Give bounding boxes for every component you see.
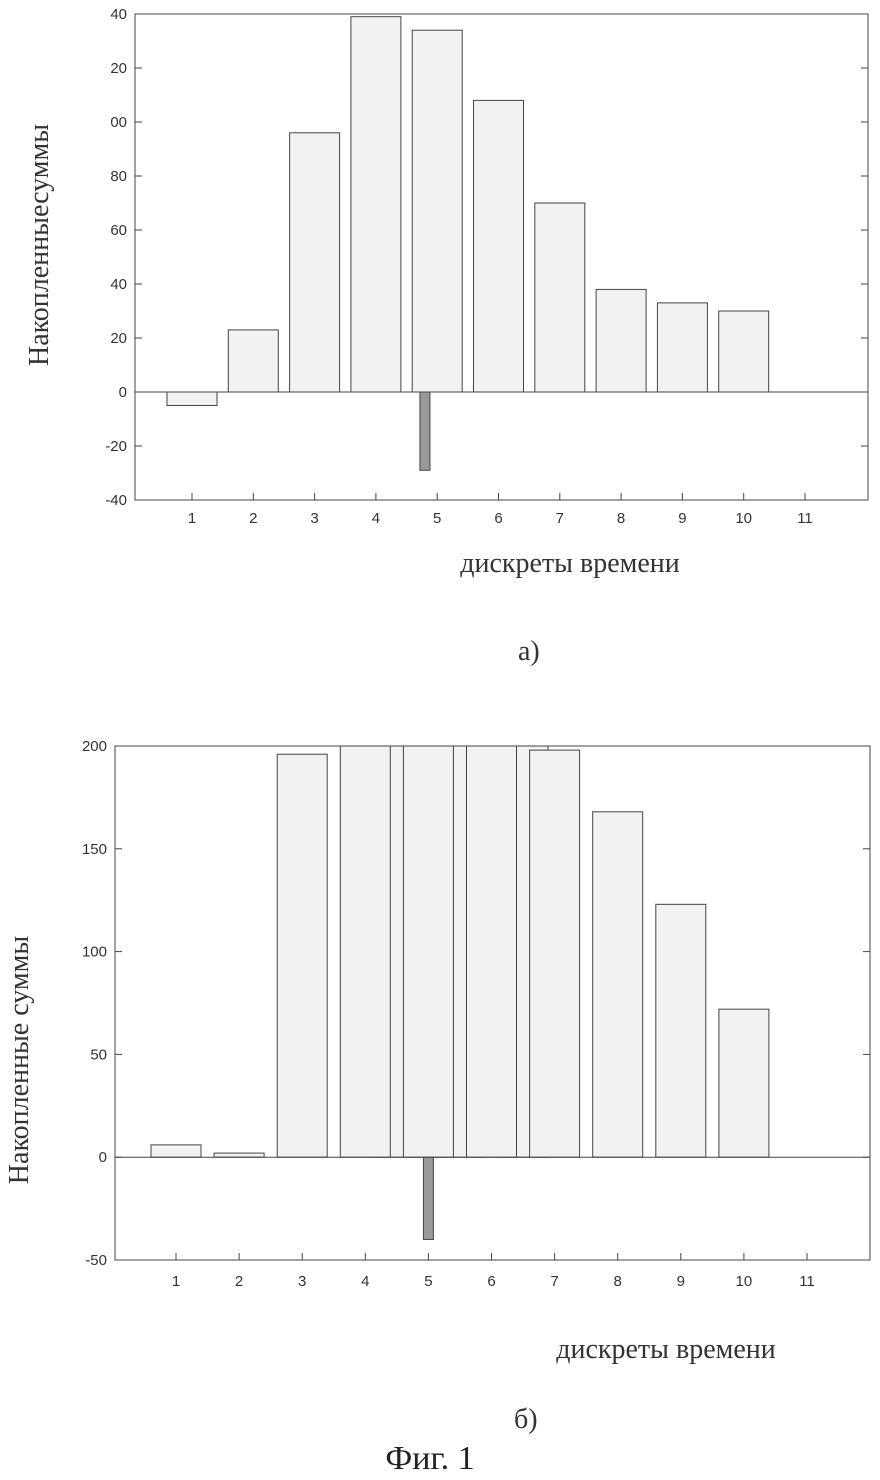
chart-b-x-tick-label: 3 [298, 1273, 306, 1290]
chart-b-bar-1 [151, 1145, 201, 1157]
chart-a-bar-3 [290, 133, 340, 392]
chart-b-x-tick-label: 5 [424, 1273, 432, 1290]
chart-a-bar-6 [474, 100, 524, 392]
chart-a-x-tick-label: 3 [310, 510, 318, 527]
chart-b-x-tick-label: 7 [550, 1273, 558, 1290]
chart-a-bar-8 [596, 289, 646, 392]
chart-a-x-tick-label: 6 [494, 510, 502, 527]
chart-a-bar-2 [228, 330, 278, 392]
chart-a-y-tick-label: 60 [110, 222, 127, 239]
chart-a-x-tick-label: 1 [188, 510, 196, 527]
chart-a-x-tick-label: 8 [617, 510, 625, 527]
chart-a-bar-4 [351, 17, 401, 392]
chart-b-bar-3 [277, 754, 327, 1157]
chart-a-y-tick-label: 20 [110, 330, 127, 347]
figure-caption: Фиг. 1 [0, 1440, 860, 1478]
chart-a-x-tick-label: 5 [433, 510, 441, 527]
chart-b-y-tick-label: 100 [82, 944, 107, 961]
chart-a: -40 -20 0 20 40 60 80 00 20 40 1 2 3 4 5 6 7 8 9 10 11 дискре… [0, 0, 880, 600]
chart-a-y-tick-label: -40 [105, 492, 127, 509]
chart-a-y-axis-title: Накопленныесуммы [24, 124, 55, 366]
chart-b-bar-2 [214, 1153, 264, 1157]
chart-a-marker-bar [420, 392, 430, 470]
chart-a-x-tick-label: 4 [372, 510, 380, 527]
chart-a-y-tick-label: 40 [110, 276, 127, 293]
chart-b-bar-6 [467, 746, 517, 1157]
chart-a-y-tick-label: 00 [110, 114, 127, 131]
chart-b: -50 0 50 100 150 200 1 2 3 4 5 6 7 8 9 10 11 дискреты вре… [0, 730, 880, 1390]
chart-b-bar-8 [593, 812, 643, 1157]
chart-b-bar-9 [656, 904, 706, 1157]
chart-b-x-tick-label: 4 [361, 1273, 369, 1290]
chart-b-y-tick-label: 150 [82, 841, 107, 858]
chart-b-x-tick-label: 9 [677, 1273, 685, 1290]
panel-label-a: а) [518, 636, 540, 668]
chart-b-y-tick-label: 0 [99, 1149, 107, 1166]
chart-a-y-tick-label: 80 [110, 168, 127, 185]
chart-a-x-tick-label: 9 [678, 510, 686, 527]
chart-b-x-axis-title: дискреты времени [556, 1334, 776, 1365]
chart-a-x-tick-label: 7 [556, 510, 564, 527]
chart-a-x-tick-label: 2 [249, 510, 257, 527]
chart-a-x-axis-title: дискреты времени [460, 548, 680, 579]
chart-a-y-tick-label: -20 [105, 438, 127, 455]
chart-b-y-tick-label: -50 [85, 1252, 107, 1269]
chart-a-y-tick-label: 20 [110, 60, 127, 77]
chart-b-y-tick-label: 50 [90, 1046, 107, 1063]
chart-a-bar-10 [719, 311, 769, 392]
panel-label-b: б) [514, 1404, 538, 1436]
chart-a-x-tick-label: 11 [797, 510, 813, 527]
chart-b-bar-10 [719, 1009, 769, 1157]
chart-b-y-axis-title: Накопленные суммы [4, 936, 35, 1185]
chart-a-bar-7 [535, 203, 585, 392]
chart-b-y-tick-label: 200 [82, 738, 107, 755]
chart-b-x-tick-label: 6 [487, 1273, 495, 1290]
chart-a-x-tick-label: 10 [735, 510, 752, 527]
chart-a-bar-1 [167, 392, 217, 406]
chart-b-x-tick-label: 1 [172, 1273, 180, 1290]
chart-a-y-tick-label: 40 [110, 6, 127, 23]
chart-b-x-tick-label: 11 [799, 1273, 815, 1290]
chart-b-bar-5 [403, 746, 453, 1157]
chart-a-y-tick-label: 0 [119, 384, 127, 401]
chart-b-x-tick-label: 2 [235, 1273, 243, 1290]
chart-a-bar-5 [412, 30, 462, 392]
chart-b-x-tick-label: 10 [736, 1273, 753, 1290]
chart-b-marker-bar [423, 1157, 433, 1239]
chart-b-bar-7 [530, 750, 580, 1157]
chart-b-bar-4 [340, 746, 390, 1157]
chart-a-bar-9 [657, 303, 707, 392]
chart-b-x-tick-label: 8 [614, 1273, 622, 1290]
